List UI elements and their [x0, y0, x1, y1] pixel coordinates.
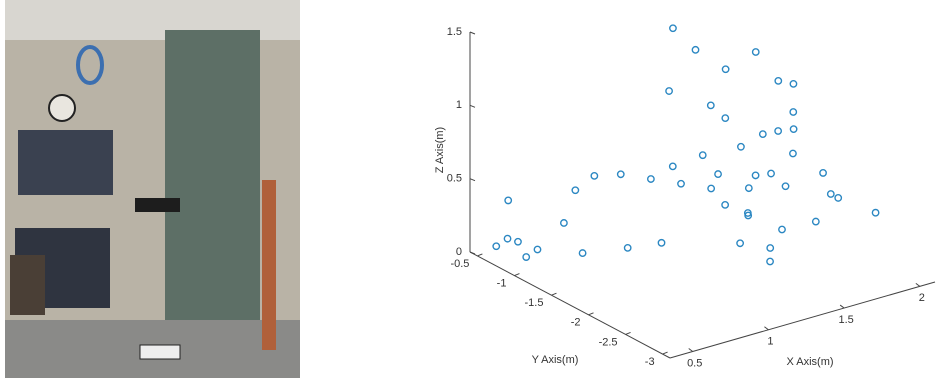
y-tick-label: -2 — [571, 317, 581, 329]
y-tick-label: -2.5 — [599, 336, 618, 348]
trajectory-point — [751, 171, 760, 180]
trajectory-point — [623, 243, 632, 252]
trajectory-point — [616, 170, 625, 179]
trajectory-point — [871, 208, 880, 217]
trajectory-point — [657, 238, 666, 247]
trajectory-point — [774, 77, 783, 85]
trajectory-point — [503, 234, 512, 243]
trajectory-point — [789, 125, 798, 134]
trajectory-point — [504, 196, 513, 205]
y-tick-label: -3 — [645, 356, 655, 368]
x-axis-line — [669, 281, 936, 359]
photo-post — [262, 180, 276, 350]
trajectory-point — [774, 127, 783, 135]
y-tick-label: -1 — [497, 277, 507, 289]
y-tick — [662, 351, 668, 355]
z-tick — [469, 31, 476, 35]
y-tick — [588, 312, 594, 316]
trajectory-point — [721, 65, 730, 74]
y-tick — [514, 273, 520, 277]
trajectory-point — [646, 175, 655, 183]
trajectory-point — [744, 211, 753, 220]
z-tick-label: 0.5 — [447, 173, 462, 185]
trajectory-point — [778, 225, 786, 234]
trajectory-point — [578, 249, 587, 257]
trajectory-point — [767, 169, 775, 178]
trajectory-point — [560, 219, 568, 227]
trajectory-point — [691, 45, 700, 54]
x-tick — [915, 282, 921, 287]
z-tick-label: 1.5 — [447, 26, 462, 38]
trajectory-point — [707, 184, 716, 193]
trajectory-point — [736, 239, 745, 248]
trajectory-point — [514, 237, 522, 246]
photo-checkerboard — [139, 344, 181, 360]
plot-3d: Z Axis(m) Y Axis(m) X Axis(m) 0 0.5 1 1.5 -0… — [434, 24, 936, 369]
trajectory-point — [819, 169, 827, 177]
x-tick — [764, 326, 769, 331]
z-tick-label: 0 — [456, 246, 462, 258]
trajectory-point — [714, 170, 722, 178]
trajectory-point — [789, 108, 798, 116]
x-tick — [839, 304, 845, 309]
trajectory-point — [789, 79, 798, 88]
trajectory-point — [677, 179, 685, 188]
trajectory-point — [758, 130, 767, 139]
x-tick-label: 1 — [767, 336, 773, 348]
trajectory-point — [737, 142, 745, 151]
z-tick-label: 1 — [456, 99, 462, 111]
trajectory-point — [590, 172, 599, 180]
photo-cabinet — [18, 130, 113, 195]
trajectory-point — [492, 242, 501, 251]
z-tick — [469, 178, 476, 182]
y-axis-label: Y Axis(m) — [532, 354, 579, 366]
z-axis-label: Z Axis(m) — [434, 127, 446, 173]
photo-person — [10, 255, 45, 315]
x-tick-label: 2 — [919, 292, 925, 304]
trajectory-point — [751, 48, 760, 56]
trajectory-point — [669, 24, 677, 33]
x-tick-label: 0.5 — [687, 357, 702, 369]
trajectory-point — [744, 184, 753, 193]
photo-column — [165, 30, 260, 320]
x-tick-label: 1.5 — [838, 314, 853, 326]
x-axis-label: X Axis(m) — [786, 356, 833, 368]
trajectory-point — [834, 194, 843, 202]
trajectory-point — [766, 257, 774, 266]
y-axis-line — [469, 251, 671, 359]
trajectory-point — [826, 190, 835, 198]
z-tick — [469, 251, 476, 255]
photo-cable — [76, 45, 104, 85]
trajectory-point — [706, 101, 715, 110]
trajectory-point — [665, 87, 673, 95]
photo-clock — [48, 94, 76, 122]
trajectory-point — [766, 244, 775, 252]
y-tick — [551, 292, 557, 296]
trajectory-point — [721, 200, 730, 209]
trajectory-point — [571, 186, 580, 195]
trajectory-point — [789, 149, 797, 158]
y-tick-label: -0.5 — [450, 258, 469, 270]
y-tick — [625, 331, 631, 335]
photo-drone — [135, 198, 180, 212]
trajectory-point — [811, 217, 820, 226]
z-tick — [469, 104, 476, 108]
trajectory-point — [522, 253, 531, 261]
lab-photo — [5, 0, 300, 378]
trajectory-point — [721, 114, 730, 123]
trajectory-point — [668, 162, 677, 171]
y-tick — [477, 253, 483, 257]
trajectory-point — [533, 245, 542, 254]
trajectory-point — [698, 151, 707, 160]
y-tick-label: -1.5 — [525, 297, 544, 309]
x-tick — [688, 348, 694, 352]
trajectory-point — [781, 182, 790, 191]
